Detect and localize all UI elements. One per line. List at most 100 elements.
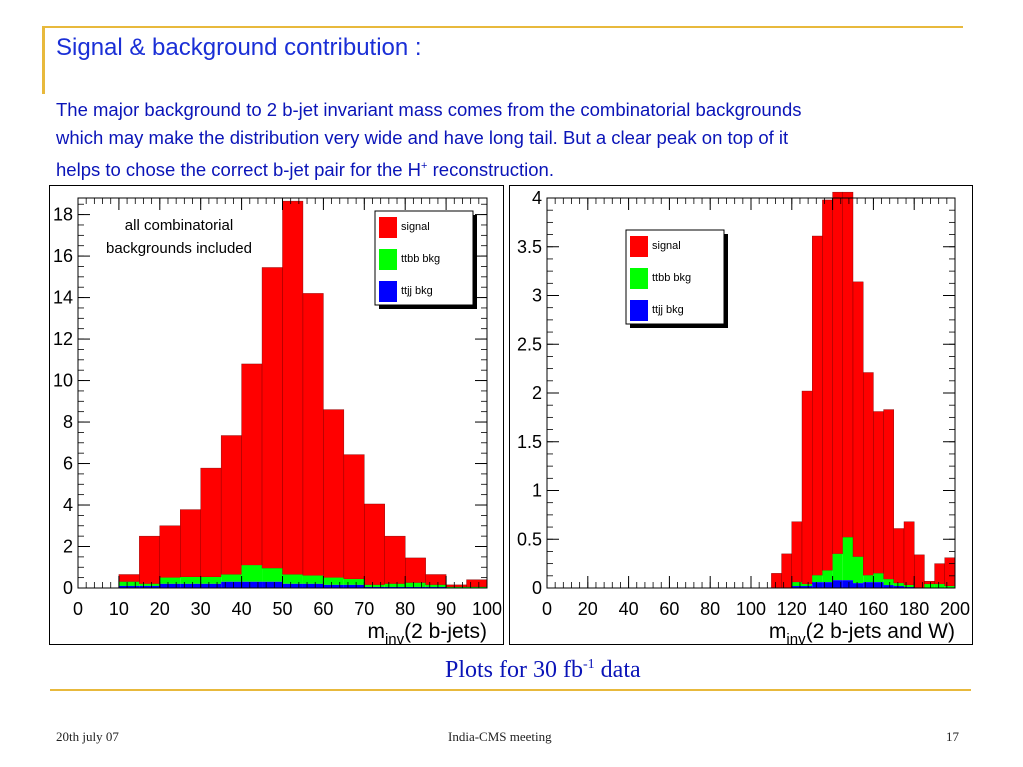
y-tick-label: 8 (63, 412, 73, 432)
ttbb-bar (791, 582, 802, 587)
annotation-text: backgrounds included (106, 240, 252, 257)
y-tick-label: 0 (63, 578, 73, 598)
signal-bar (903, 521, 915, 586)
x-tick-label: 60 (659, 599, 679, 619)
y-tick-label: 0.5 (517, 529, 542, 549)
signal-bar (944, 557, 956, 587)
ttbb-bar (842, 537, 853, 581)
signal-bar (159, 525, 181, 578)
signal-bar (832, 191, 844, 555)
signal-bar (364, 503, 385, 586)
x-tick-label: 40 (232, 599, 252, 619)
ttjj-bar (791, 586, 802, 588)
signal-bar (842, 191, 854, 538)
legend-swatch-signal (630, 236, 648, 257)
signal-bar (812, 235, 823, 576)
signal-bar (781, 553, 793, 589)
y-tick-label: 3 (532, 286, 542, 306)
ttbb-bar (323, 577, 344, 585)
y-tick-label: 10 (53, 371, 73, 391)
x-tick-label: 50 (272, 599, 292, 619)
y-tick-label: 1.5 (517, 432, 542, 452)
ttbb-bar (446, 586, 467, 588)
signal-bar (852, 281, 864, 558)
chart-left-mass-2bjets: 0 2 4 6 8 10 12 14 16 18 0 10 20 30 40 50 60 70 80 90 100min… (49, 185, 504, 645)
y-tick-label: 4 (63, 495, 73, 515)
y-tick-label: 2.5 (517, 334, 542, 354)
x-tick-label: 0 (73, 599, 83, 619)
ttjj-bar (139, 585, 160, 588)
ttjj-bar (343, 584, 365, 588)
x-axis-label: minv(2 b-jets and W) (769, 620, 955, 645)
ttbb-bar (863, 575, 874, 583)
x-tick-label: 40 (619, 599, 639, 619)
signal-bar (801, 390, 813, 585)
x-tick-label: 60 (313, 599, 333, 619)
legend-swatch-ttbb (379, 249, 397, 270)
chart-right-mass-2bjets-w: 00.511.522.533.540 20 40 60 80 100 120 140 160 18… (509, 185, 973, 645)
x-axis-label: minv(2 b-jets) (367, 620, 487, 645)
ttjj-bar (842, 580, 853, 588)
ttjj-bar (853, 583, 864, 588)
ttbb-bar (853, 556, 864, 584)
x-tick-label: 200 (940, 599, 970, 619)
signal-bar (934, 563, 946, 585)
ttjj-bar (364, 586, 385, 588)
ttjj-bar (180, 583, 201, 588)
accent-bottom-line (50, 689, 971, 691)
y-tick-label: 3.5 (517, 237, 542, 257)
ttbb-bar (200, 577, 222, 584)
ttjj-bar (893, 586, 904, 588)
ttbb-bar (944, 586, 955, 588)
signal-bar (220, 435, 242, 575)
y-tick-label: 12 (53, 329, 73, 349)
ttbb-bar (139, 583, 160, 586)
legend-swatch-ttbb (630, 268, 648, 289)
signal-bar (241, 363, 263, 566)
footer-page-number: 17 (946, 729, 959, 744)
ttjj-bar (221, 581, 242, 588)
ttjj-bar (302, 583, 324, 588)
x-tick-label: 0 (542, 599, 552, 619)
ttbb-bar (405, 582, 426, 587)
signal-bar (883, 409, 895, 580)
x-tick-label: 160 (858, 599, 888, 619)
y-tick-label: 14 (53, 288, 73, 308)
ttbb-bar (802, 584, 813, 587)
slide-paragraph: The major background to 2 b-jet invarian… (56, 96, 1006, 184)
caption-text: Plots for 30 fb (445, 657, 583, 683)
signal-bar (384, 535, 406, 585)
x-tick-label: 90 (436, 599, 456, 619)
signal-bar (771, 573, 782, 589)
ttjj-bar (832, 580, 843, 588)
ttjj-bar (118, 585, 140, 588)
y-tick-label: 4 (532, 188, 542, 208)
plots-caption: Plots for 30 fb-1 data (445, 657, 641, 684)
ttjj-bar (405, 586, 426, 588)
ttjj-bar (802, 586, 813, 588)
legend-label: ttbb bkg (401, 253, 440, 265)
ttbb-bar (822, 570, 833, 583)
ttbb-bar (241, 565, 263, 582)
signal-bar (282, 200, 304, 575)
legend-swatch-ttjj (379, 281, 397, 302)
y-tick-label: 6 (63, 454, 73, 474)
signal-bar (445, 584, 467, 588)
ttbb-bar (425, 584, 447, 587)
ttbb-bar (282, 574, 303, 584)
y-tick-label: 2 (63, 537, 73, 557)
caption-superscript: -1 (583, 657, 595, 672)
ttbb-bar (159, 577, 181, 584)
footer-date: 20th july 07 (56, 729, 119, 744)
legend-label: ttbb bkg (652, 272, 691, 284)
ttjj-bar (323, 584, 344, 588)
paragraph-line-3-text: helps to chose the correct b-jet pair fo… (56, 159, 422, 181)
ttbb-bar (302, 575, 324, 584)
signal-bar (200, 467, 222, 578)
ttjj-bar (863, 582, 874, 588)
ttbb-bar (364, 584, 385, 587)
signal-bar (405, 557, 426, 584)
ttbb-bar (934, 584, 945, 588)
ttjj-bar (241, 581, 263, 588)
legend-label: signal (652, 240, 681, 252)
